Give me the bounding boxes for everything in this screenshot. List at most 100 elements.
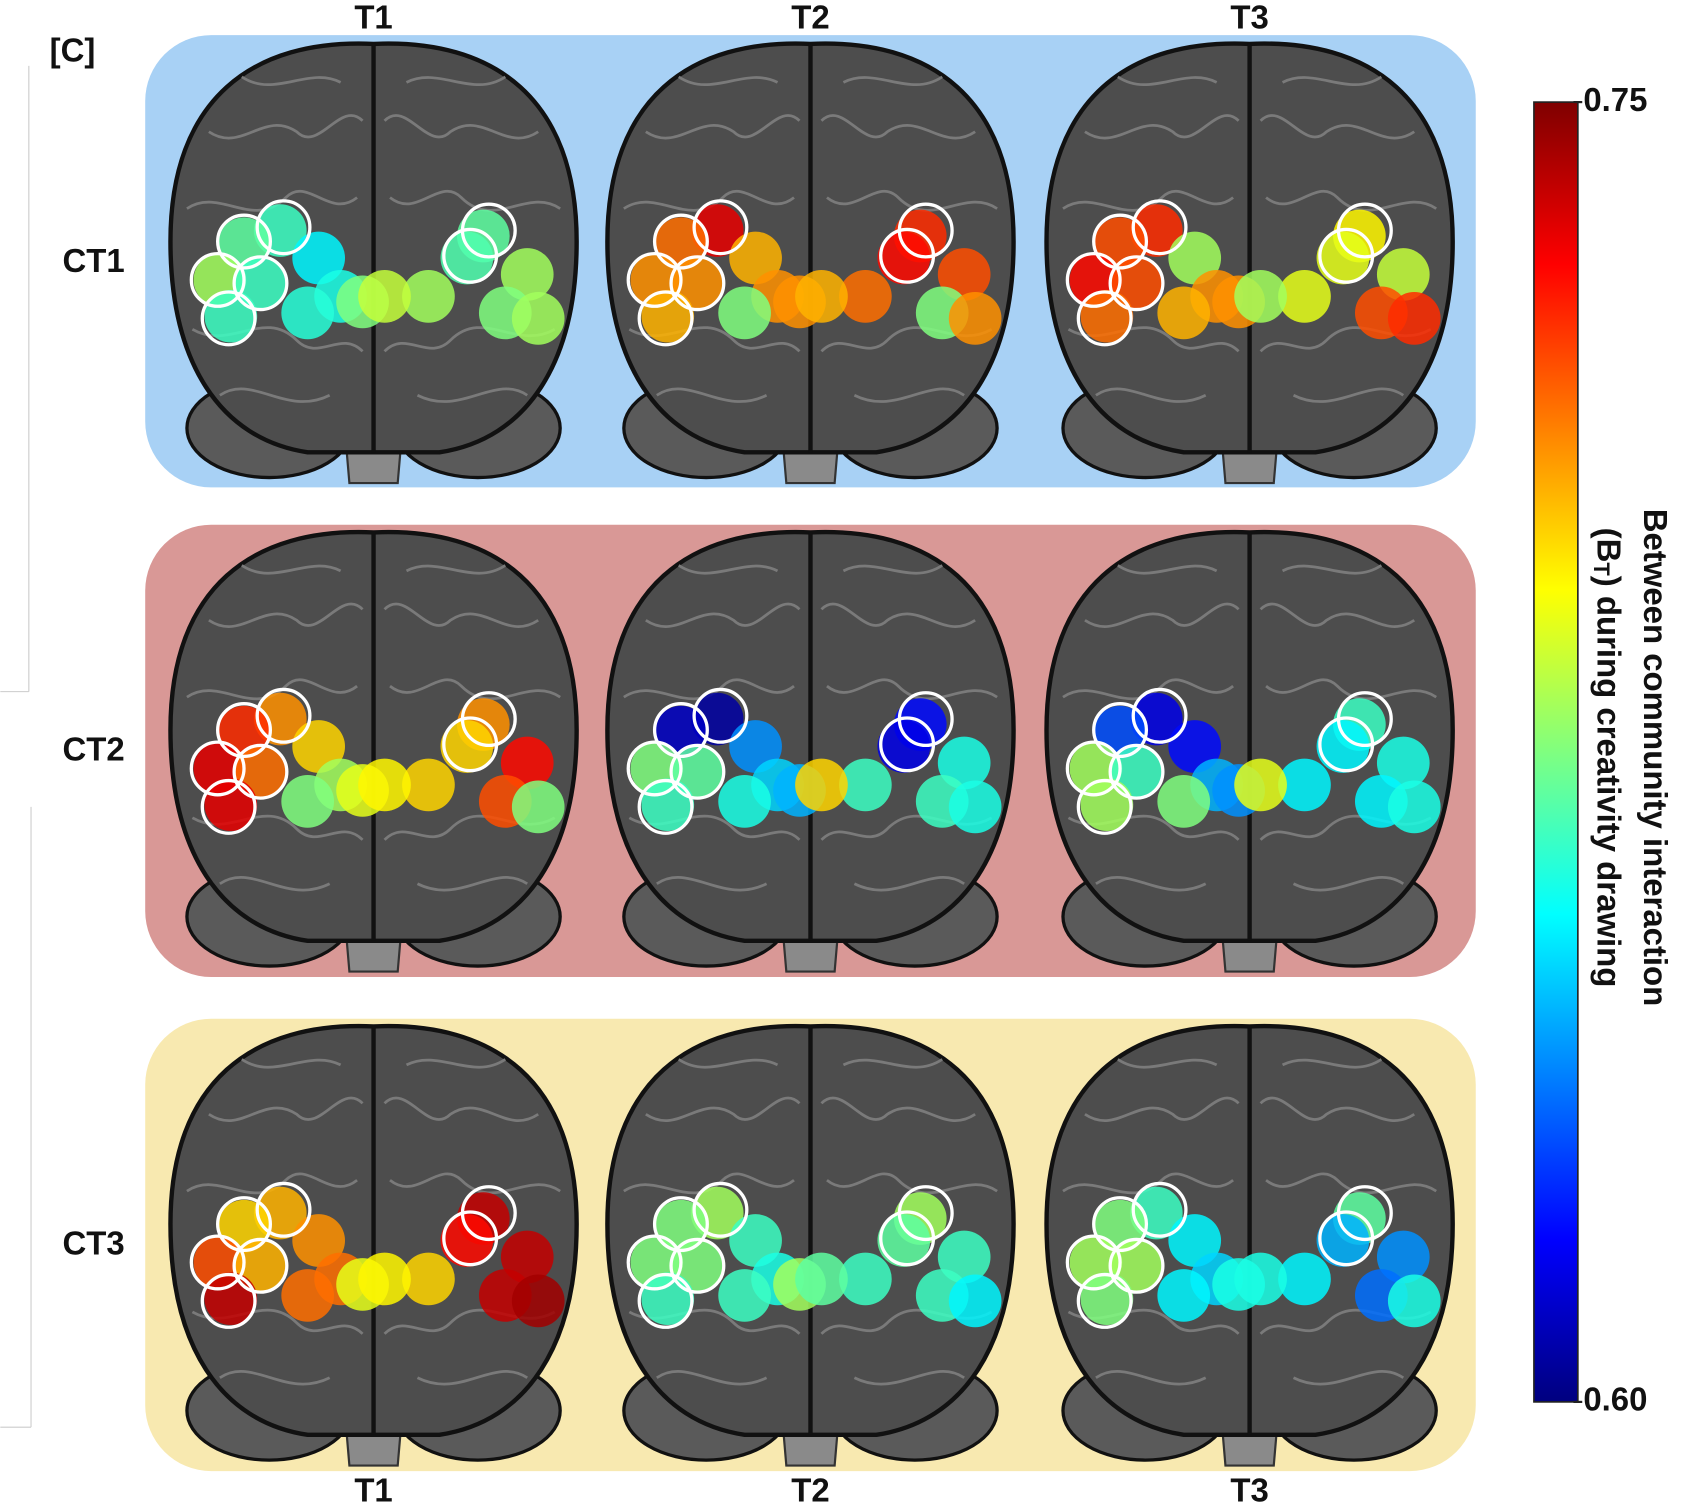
region-node (718, 286, 771, 340)
column-label: T3 (1230, 0, 1268, 35)
region-node (729, 231, 782, 285)
highlight-ring (879, 716, 936, 773)
region-node (1157, 775, 1211, 828)
region-node (402, 758, 455, 812)
highlight-ring (626, 740, 683, 797)
highlight-ring (669, 255, 726, 312)
region-node (948, 292, 1002, 345)
region-node (500, 1230, 554, 1284)
highlight-ring (669, 1237, 726, 1294)
highlight-ring (692, 1181, 749, 1238)
highlight-ring (1076, 290, 1133, 347)
region-node (358, 758, 411, 812)
highlight-ring (637, 778, 694, 835)
region-node (1376, 1230, 1430, 1284)
region-node (511, 780, 565, 834)
highlight-ring (1076, 778, 1133, 835)
highlight-ring (652, 213, 709, 270)
region-node (729, 1214, 782, 1267)
region-node (839, 1252, 892, 1306)
region-node (402, 1252, 455, 1306)
region-node (877, 231, 931, 285)
column-label: T1 (354, 1472, 392, 1504)
highlight-ring (1108, 743, 1165, 800)
highlight-ring (692, 687, 749, 744)
highlight-ring (442, 716, 499, 773)
region-node (292, 720, 346, 773)
row-label: CT3 (63, 1225, 125, 1262)
region-node (729, 720, 782, 773)
region-node (1234, 1252, 1287, 1306)
region-node (948, 780, 1002, 834)
colorbar (1533, 101, 1579, 1403)
region-node (500, 736, 554, 790)
highlight-ring (879, 1210, 936, 1267)
colorbar-tick-label: 0.60 (1583, 1381, 1647, 1418)
region-node (281, 286, 335, 340)
row-label: CT1 (63, 242, 125, 279)
region-node (1316, 720, 1370, 773)
colorbar-title: (BT) during creativity drawing (1589, 528, 1628, 988)
region-node (500, 248, 554, 301)
highlight-ring (255, 687, 312, 744)
region-node (440, 231, 494, 285)
region-node (795, 270, 848, 323)
highlight-ring (626, 1234, 683, 1291)
highlight-ring (1065, 251, 1122, 308)
highlight-ring (189, 1234, 246, 1291)
region-node (839, 270, 892, 323)
region-node (358, 270, 411, 323)
highlight-ring (1131, 1181, 1188, 1238)
region-node (1278, 758, 1331, 812)
region-node (1316, 231, 1370, 285)
region-node (511, 1274, 565, 1328)
highlight-ring (1108, 255, 1165, 312)
highlight-ring (216, 1196, 273, 1253)
region-node (358, 1252, 411, 1306)
region-node (795, 758, 848, 812)
region-node (1234, 270, 1287, 323)
highlight-ring (1065, 1234, 1122, 1291)
panel-label: [C] (50, 31, 96, 68)
region-node (1168, 231, 1222, 285)
highlight-ring (692, 199, 749, 256)
region-node (1278, 270, 1331, 323)
column-label: T1 (354, 0, 392, 35)
region-node (718, 1269, 771, 1322)
highlight-ring (1092, 213, 1149, 270)
highlight-ring (1318, 227, 1375, 284)
highlight-ring (879, 227, 936, 284)
highlight-ring (442, 1210, 499, 1267)
region-node (795, 1252, 848, 1306)
highlight-ring (652, 702, 709, 759)
region-node (1168, 720, 1222, 773)
highlight-ring (637, 1272, 694, 1329)
region-node (948, 1274, 1002, 1328)
highlight-ring (1065, 740, 1122, 797)
highlight-ring (1318, 716, 1375, 773)
highlight-ring (1076, 1272, 1133, 1329)
row-label: CT2 (63, 731, 125, 768)
highlight-ring (652, 1196, 709, 1253)
panels: CT1 CT2 CT3 (63, 35, 1476, 1472)
highlight-ring (669, 743, 726, 800)
column-label: T2 (791, 1472, 829, 1504)
highlight-ring (216, 213, 273, 270)
region-node (1376, 248, 1430, 301)
region-node (1168, 1214, 1222, 1267)
region-node (292, 231, 346, 285)
region-node (292, 1214, 346, 1267)
region-node (937, 736, 991, 790)
region-node (1278, 1252, 1331, 1306)
region-node (281, 1269, 335, 1322)
region-node (718, 775, 771, 828)
region-node (1376, 736, 1430, 790)
region-node (511, 292, 565, 345)
colorbar-title-subscript: T (1589, 562, 1614, 576)
region-node (877, 1214, 931, 1267)
highlight-ring (255, 1181, 312, 1238)
cropped-neighbor-panel (0, 65, 32, 1428)
region-node (440, 1214, 494, 1267)
